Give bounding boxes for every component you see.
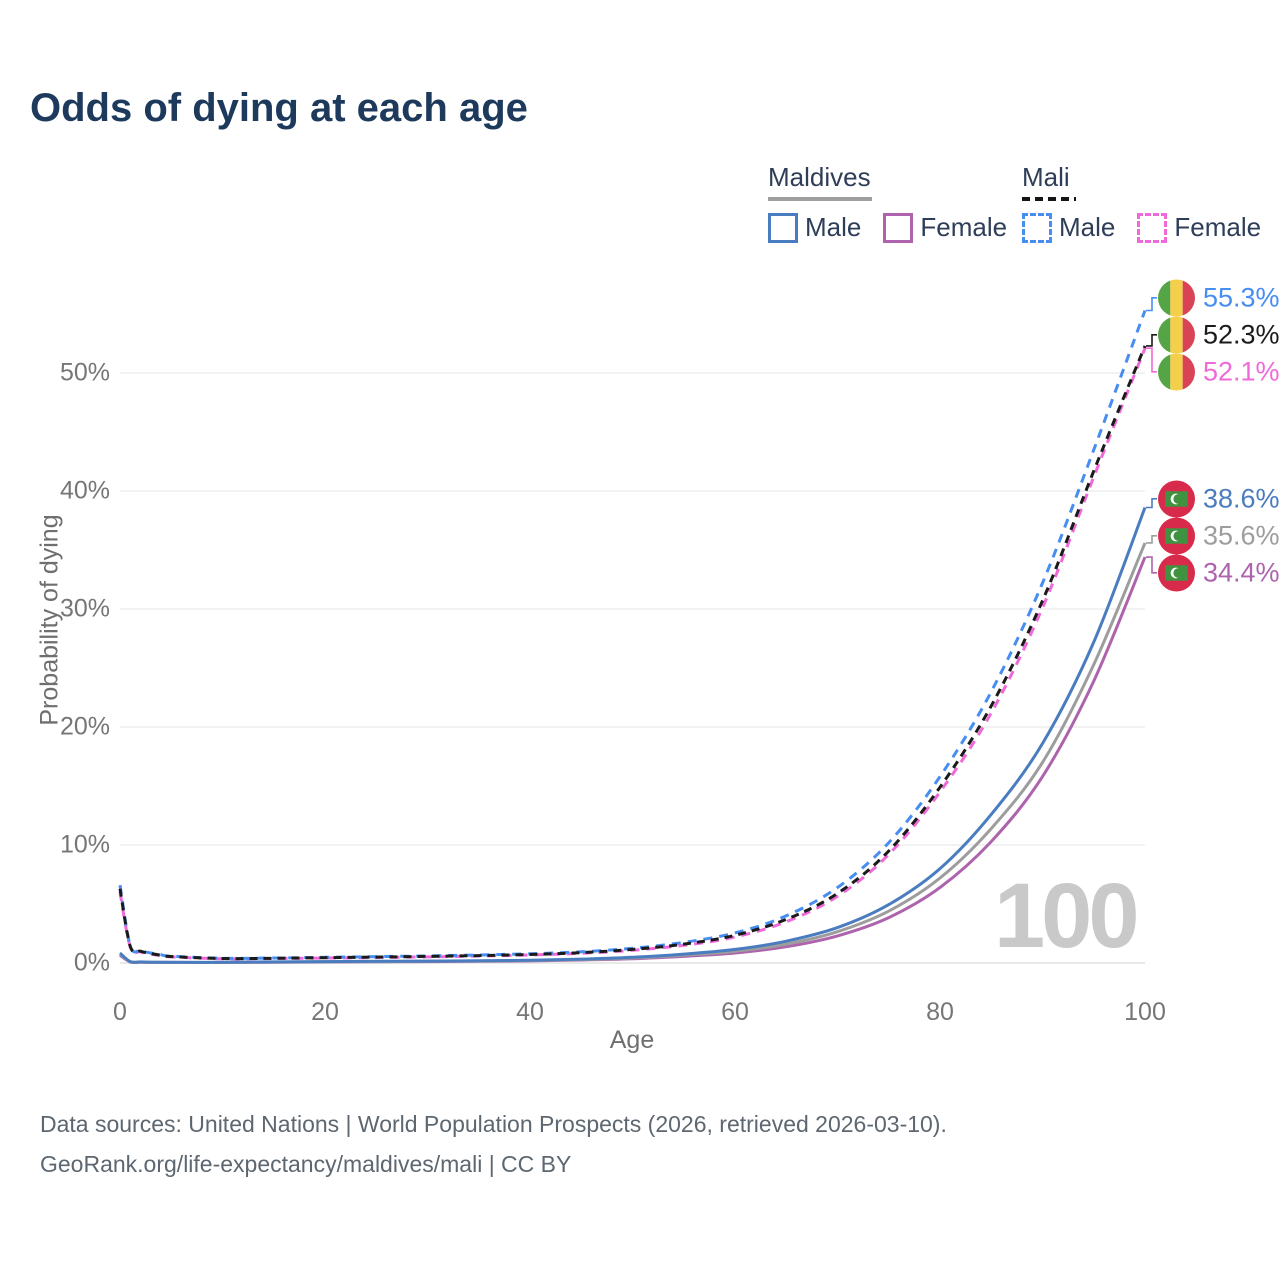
line-maldives-male[interactable] (119, 506, 1147, 964)
x-tick-label-60: 60 (721, 998, 749, 1026)
x-axis-title: Age (609, 1026, 655, 1054)
end-value-mali-male: 55.3% (1203, 282, 1280, 313)
line-maldives-female[interactable] (119, 556, 1147, 964)
age-watermark: 100 (994, 865, 1139, 967)
footer-attribution: Data sources: United Nations | World Pop… (40, 1104, 947, 1184)
label-connector-mali-male (1146, 296, 1157, 312)
end-label-maldives-both: 35.6% (1158, 517, 1280, 555)
data-source-text: Data sources: United Nations | World Pop… (40, 1111, 947, 1137)
end-value-maldives-both: 35.6% (1203, 520, 1280, 551)
legend-item-label: Male (805, 212, 862, 242)
x-tick-label-0: 0 (113, 998, 127, 1026)
legend-item-mali-female[interactable]: Female (1137, 212, 1261, 243)
legend-item-label: Male (1059, 212, 1116, 242)
mali-flag-icon (1158, 316, 1195, 354)
legend-swatch-icon (1022, 212, 1052, 243)
x-tick-label-40: 40 (516, 998, 544, 1026)
page-title: Odds of dying at each age (30, 86, 528, 130)
y-tick-label-0: 0% (73, 948, 110, 977)
y-tick-label-30: 30% (59, 594, 110, 623)
line-mali-male[interactable] (118, 309, 1147, 960)
y-axis-title: Probability of dying (35, 514, 64, 726)
end-value-mali-both: 52.3% (1203, 319, 1280, 350)
mali-flag-icon (1158, 353, 1195, 391)
x-tick-label-100: 100 (1124, 998, 1166, 1026)
legend-item-label: Female (1174, 212, 1262, 242)
mali-flag-icon (1158, 279, 1195, 317)
line-mali-both[interactable] (118, 345, 1147, 961)
maldives-flag-icon (1158, 517, 1195, 555)
line-maldives-both[interactable] (119, 542, 1147, 964)
legend-item-maldives-female[interactable]: Female (883, 212, 1007, 243)
legend-item-maldives-male[interactable]: Male (768, 212, 861, 243)
y-tick-label-50: 50% (59, 358, 110, 387)
end-value-mali-female: 52.1% (1203, 356, 1280, 387)
x-tick-label-80: 80 (926, 998, 954, 1026)
end-label-mali-male: 55.3% (1158, 279, 1280, 317)
end-label-mali-both: 52.3% (1158, 316, 1280, 354)
label-connector-mali-both (1146, 333, 1157, 347)
y-tick-label-20: 20% (59, 712, 110, 741)
maldives-flag-icon (1158, 554, 1195, 592)
license-url-text: GeoRank.org/life-expectancy/maldives/mal… (40, 1151, 572, 1177)
end-value-maldives-male: 38.6% (1203, 483, 1280, 514)
legend-item-label: Female (920, 212, 1008, 242)
x-tick-label-20: 20 (311, 998, 339, 1026)
label-connector-maldives-both (1146, 534, 1157, 544)
label-connector-maldives-female (1146, 556, 1157, 574)
y-tick-label-40: 40% (59, 476, 110, 505)
label-connector-maldives-male (1146, 497, 1157, 509)
legend-item-mali-male[interactable]: Male (1022, 212, 1115, 243)
end-label-mali-female: 52.1% (1158, 353, 1280, 391)
y-tick-label-10: 10% (59, 830, 110, 859)
legend-swatch-icon (768, 212, 798, 243)
legend-swatch-icon (1137, 212, 1168, 243)
legend-swatch-icon (883, 212, 914, 243)
label-connector-mali-female (1146, 347, 1157, 373)
maldives-flag-icon (1158, 480, 1195, 518)
end-label-maldives-female: 34.4% (1158, 554, 1280, 592)
line-mali-female[interactable] (118, 347, 1147, 961)
end-value-maldives-female: 34.4% (1203, 557, 1280, 588)
end-label-maldives-male: 38.6% (1158, 480, 1280, 518)
